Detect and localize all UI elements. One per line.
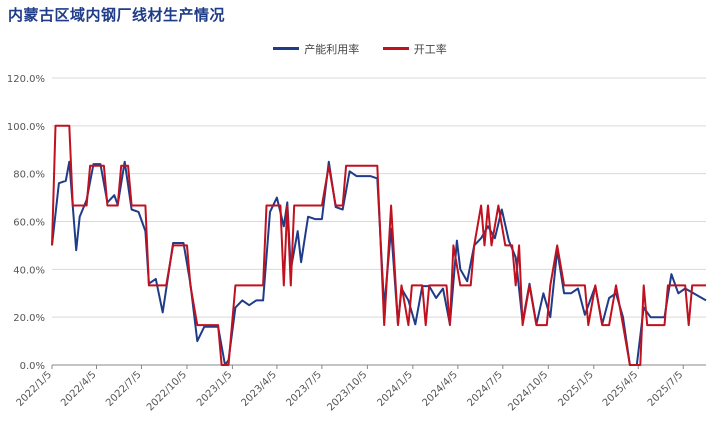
y-tick-label-6: 120.0% [7,74,45,85]
x-tick-label-14: 2025/7/5 [646,369,686,409]
legend-item-operating-rate: 开工率 [382,41,447,57]
x-tick-label-3: 2022/10/5 [145,369,189,413]
x-tick-label-8: 2024/1/5 [375,369,415,409]
x-tick-label-12: 2025/1/5 [556,369,596,409]
x-tick-label-7: 2023/10/5 [325,369,369,413]
legend-label-capacity-utilization: 产能利用率 [304,42,360,56]
legend-swatch-operating-rate [382,47,409,50]
x-tick-label-6: 2023/7/5 [284,369,324,409]
x-tick-label-0: 2022/1/5 [15,369,55,409]
x-tick-label-10: 2024/7/5 [465,369,505,409]
y-tick-label-3: 60.0% [13,218,45,229]
y-tick-label-0: 0.0% [20,361,45,372]
series-line-operating-rate [51,124,706,366]
x-tick-label-5: 2023/4/5 [239,369,279,409]
legend-swatch-capacity-utilization [273,47,300,50]
legend-label-operating-rate: 开工率 [413,42,447,56]
y-tick-label-1: 20.0% [13,313,45,324]
y-tick-label-2: 40.0% [13,265,45,276]
chart-title: 内蒙古区域内钢厂线材生产情况 [8,6,226,24]
x-tick-label-11: 2024/10/5 [506,369,550,413]
legend-item-capacity-utilization: 产能利用率 [273,41,359,57]
x-tick-label-9: 2024/4/5 [420,369,460,409]
x-tick-label-2: 2022/7/5 [104,369,144,409]
legend: 产能利用率 开工率 [0,40,720,57]
y-tick-label-4: 80.0% [13,170,45,181]
x-tick-label-13: 2025/4/5 [601,369,641,409]
x-tick-label-4: 2023/1/5 [195,369,235,409]
y-tick-label-5: 100.0% [7,122,45,133]
x-tick-label-1: 2022/4/5 [59,369,99,409]
